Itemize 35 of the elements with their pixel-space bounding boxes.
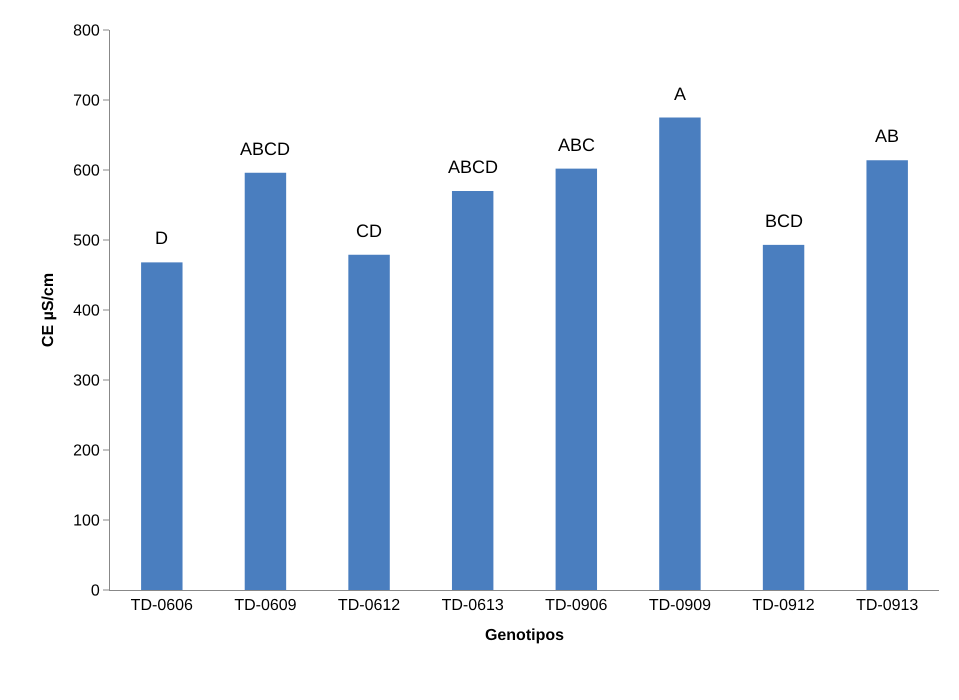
annotation: ABCD xyxy=(448,157,498,177)
y-tick-label: 100 xyxy=(73,512,100,530)
x-tick-label: TD-0906 xyxy=(545,597,608,614)
y-tick-label: 700 xyxy=(73,92,100,110)
annotation: ABCD xyxy=(240,139,290,159)
y-axis-title: CE µS/cm xyxy=(40,272,57,348)
x-tick-label: TD-0613 xyxy=(442,597,504,614)
bar xyxy=(762,244,804,590)
bar xyxy=(244,172,286,590)
y-tick-label: 800 xyxy=(73,22,100,40)
y-tick-label: 200 xyxy=(73,442,100,460)
annotation: BCD xyxy=(765,211,804,231)
x-tick-label: TD-0609 xyxy=(234,597,297,614)
x-tick-label: TD-0606 xyxy=(130,597,194,614)
x-tick-label: TD-0909 xyxy=(648,597,712,614)
annotation: AB xyxy=(875,126,900,146)
y-tick-label: 500 xyxy=(73,232,100,250)
x-tick-label: TD-0912 xyxy=(752,597,815,614)
x-tick-label: TD-0913 xyxy=(856,597,918,614)
annotation: CD xyxy=(356,221,382,241)
x-axis-title: Genotipos xyxy=(484,626,564,644)
bar xyxy=(141,262,183,590)
bar xyxy=(659,118,701,590)
annotation: D xyxy=(155,228,168,248)
bar xyxy=(452,191,494,590)
annotation: A xyxy=(674,84,686,104)
y-tick-label: 300 xyxy=(73,372,100,390)
annotation: ABC xyxy=(558,135,596,155)
y-tick-label: 600 xyxy=(73,162,100,180)
y-tick-label: 400 xyxy=(73,302,100,320)
bar xyxy=(348,254,390,590)
y-tick-label: 0 xyxy=(90,582,100,600)
x-tick-label: TD-0612 xyxy=(338,597,400,614)
bar xyxy=(556,168,598,590)
bar xyxy=(866,160,908,590)
